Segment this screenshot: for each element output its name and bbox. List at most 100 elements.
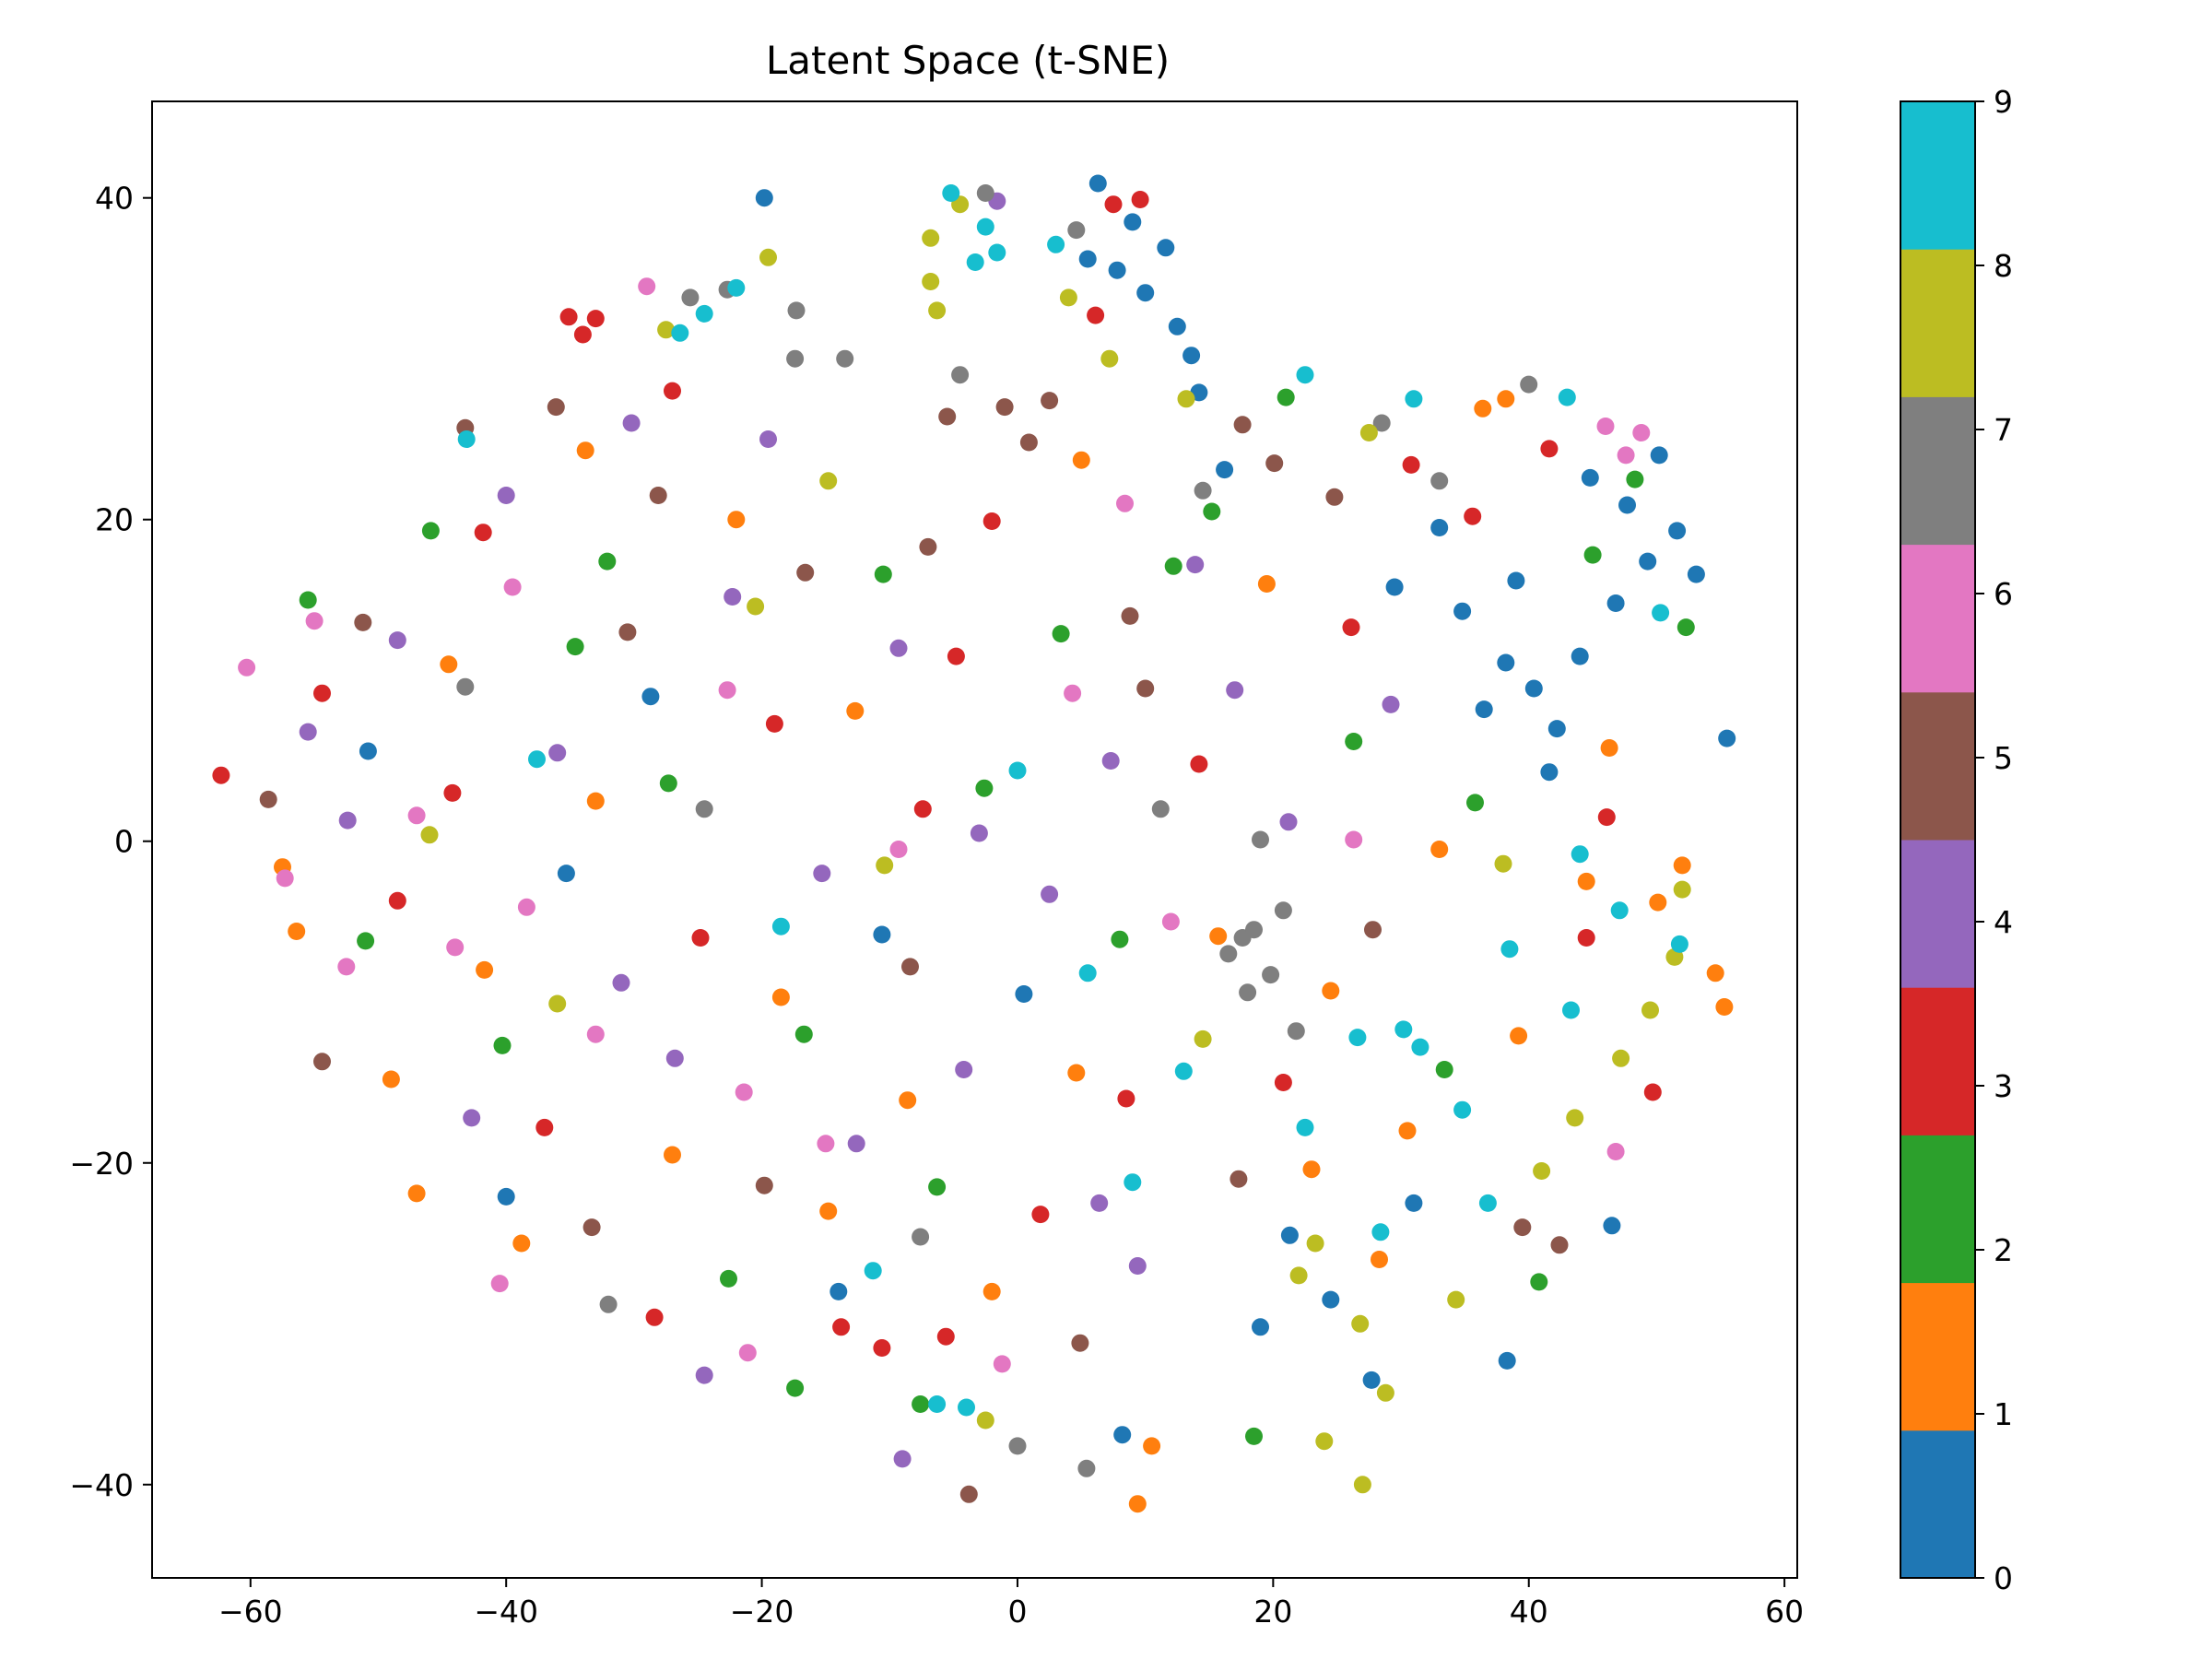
scatter-point bbox=[1606, 594, 1625, 612]
y-tick-label: 0 bbox=[114, 824, 134, 860]
scatter-point bbox=[446, 938, 465, 957]
scatter-point bbox=[874, 565, 892, 583]
scatter-point bbox=[1430, 472, 1449, 490]
scatter-point bbox=[947, 647, 965, 665]
scatter-point bbox=[1577, 872, 1595, 890]
colorbar-segment bbox=[1900, 691, 1975, 841]
scatter-point bbox=[982, 1282, 1001, 1300]
colorbar-segment bbox=[1900, 1430, 1975, 1579]
y-tick-label: 20 bbox=[95, 502, 134, 538]
scatter-point bbox=[1287, 1022, 1305, 1041]
scatter-point bbox=[1520, 375, 1538, 394]
colorbar-segment bbox=[1900, 1135, 1975, 1284]
scatter-point bbox=[649, 487, 667, 504]
scatter-point bbox=[1100, 349, 1119, 368]
scatter-point bbox=[1164, 557, 1182, 575]
scatter-point bbox=[995, 398, 1014, 417]
scatter-point bbox=[1606, 1143, 1625, 1160]
scatter-point bbox=[407, 1184, 426, 1203]
scatter-point bbox=[1673, 880, 1691, 899]
scatter-point bbox=[1639, 552, 1657, 571]
colorbar-segment bbox=[1900, 544, 1975, 693]
scatter-point bbox=[1581, 468, 1599, 487]
scatter-point bbox=[337, 958, 356, 976]
scatter-point bbox=[421, 522, 440, 540]
scatter-point bbox=[1128, 1257, 1147, 1275]
scatter-point bbox=[747, 597, 765, 616]
x-tick-label: 0 bbox=[1007, 1594, 1027, 1630]
scatter-point bbox=[1513, 1218, 1532, 1237]
scatter-point bbox=[657, 321, 676, 339]
scatter-point bbox=[1052, 625, 1070, 643]
scatter-point bbox=[1041, 885, 1059, 903]
scatter-point bbox=[819, 1202, 838, 1220]
scatter-point bbox=[338, 811, 357, 830]
scatter-point bbox=[1497, 390, 1515, 408]
scatter-point bbox=[765, 714, 783, 733]
scatter-point bbox=[586, 792, 605, 810]
scatter-point bbox=[1345, 733, 1363, 750]
scatter-point bbox=[955, 1061, 973, 1078]
plot-axes: −60 −40 −20 0 20 40 60 −40 −20 0 20 40 bbox=[69, 100, 1804, 1630]
scatter-point bbox=[928, 1178, 947, 1196]
scatter-point bbox=[1603, 1217, 1621, 1235]
scatter-point bbox=[1348, 1029, 1367, 1047]
colorbar-tick-label: 8 bbox=[1994, 248, 2013, 284]
scatter-point bbox=[1371, 1251, 1388, 1268]
scatter-point bbox=[1687, 565, 1705, 583]
scatter-point bbox=[1209, 927, 1228, 946]
scatter-point bbox=[1498, 1351, 1516, 1370]
scatter-point bbox=[975, 779, 994, 797]
scatter-point bbox=[573, 325, 592, 344]
scatter-point bbox=[456, 677, 475, 696]
scatter-point bbox=[665, 1049, 684, 1067]
scatter-point bbox=[586, 310, 605, 328]
scatter-point bbox=[1194, 481, 1212, 500]
scatter-point bbox=[1600, 739, 1618, 757]
x-tick-label: −40 bbox=[474, 1594, 538, 1630]
scatter-point bbox=[1203, 502, 1221, 521]
scatter-point bbox=[1372, 414, 1391, 432]
scatter-point bbox=[1382, 695, 1400, 713]
scatter-point bbox=[1041, 392, 1059, 410]
scatter-point bbox=[1612, 1049, 1630, 1067]
scatter-point bbox=[535, 1118, 554, 1136]
scatter-point bbox=[1668, 522, 1687, 540]
scatter-point bbox=[942, 184, 960, 202]
scatter-point bbox=[1151, 800, 1170, 818]
scatter-point bbox=[1453, 1100, 1472, 1119]
scatter-point bbox=[913, 800, 932, 818]
scatter-point bbox=[1047, 235, 1065, 253]
colorbar-tick-label: 6 bbox=[1994, 576, 2013, 612]
scatter-point bbox=[724, 588, 742, 606]
scatter-point bbox=[259, 790, 277, 808]
scatter-point bbox=[755, 189, 773, 207]
scatter-point bbox=[463, 1109, 481, 1127]
scatter-point bbox=[212, 766, 230, 784]
scatter-point bbox=[1280, 1226, 1299, 1244]
x-tick-label: 20 bbox=[1253, 1594, 1292, 1630]
colorbar-tick-label: 1 bbox=[1994, 1396, 2013, 1432]
chart-title: Latent Space (t-SNE) bbox=[766, 38, 1170, 83]
scatter-point bbox=[1643, 1083, 1662, 1101]
scatter-point bbox=[691, 929, 710, 947]
scatter-point bbox=[476, 960, 494, 979]
scatter-point bbox=[1131, 191, 1149, 208]
scatter-point bbox=[755, 1176, 773, 1194]
scatter-point bbox=[1670, 935, 1688, 953]
scatter-point bbox=[1402, 455, 1420, 474]
y-tick-label: −40 bbox=[69, 1467, 134, 1503]
scatter-point bbox=[1296, 366, 1314, 384]
colorbar-segment bbox=[1900, 396, 1975, 546]
scatter-point bbox=[512, 1234, 531, 1253]
scatter-point bbox=[976, 184, 994, 202]
scatter-point bbox=[1385, 578, 1404, 596]
scatter-point bbox=[928, 301, 947, 320]
scatter-point bbox=[1315, 1432, 1334, 1451]
scatter-point bbox=[1168, 317, 1186, 335]
scatter-point bbox=[305, 612, 324, 630]
scatter-point bbox=[1562, 1001, 1580, 1019]
scatter-point bbox=[1715, 998, 1734, 1016]
scatter-point bbox=[1136, 679, 1155, 698]
scatter-point bbox=[1108, 261, 1126, 279]
